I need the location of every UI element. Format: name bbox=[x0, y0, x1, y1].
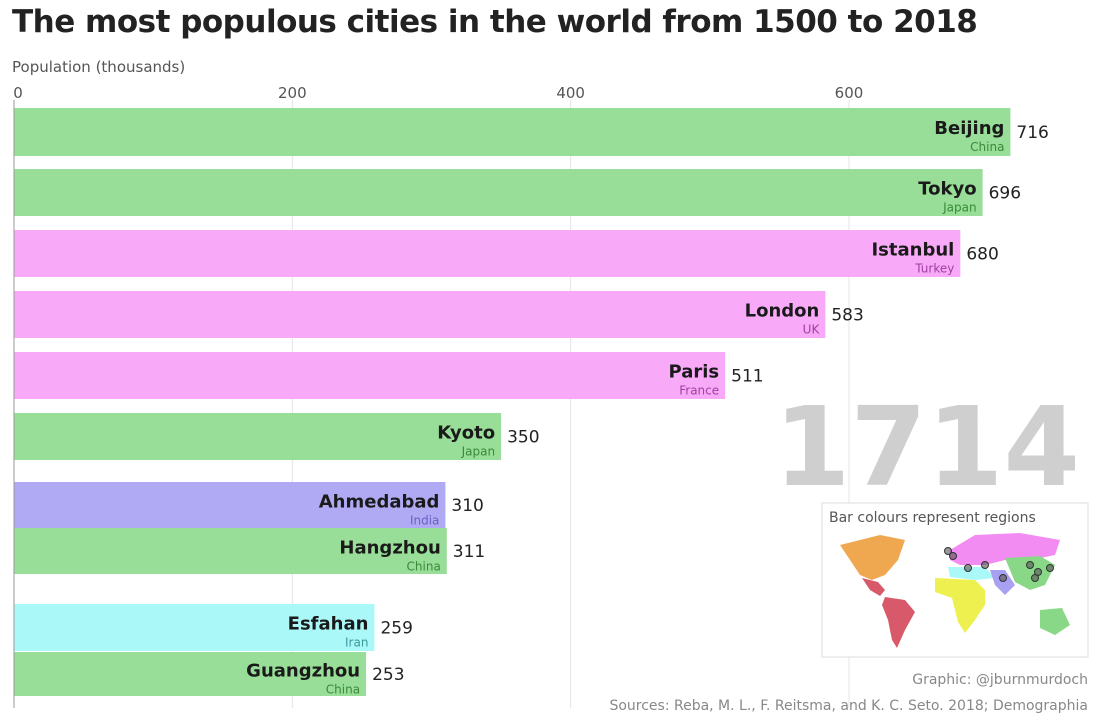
value-label: 311 bbox=[453, 542, 485, 562]
bar bbox=[14, 230, 961, 277]
legend-title: Bar colours represent regions bbox=[829, 510, 1036, 526]
x-tick-labels: 0 200 400 600 bbox=[13, 84, 863, 102]
value-label: 680 bbox=[966, 245, 998, 265]
value-label: 259 bbox=[380, 619, 412, 639]
value-label: 716 bbox=[1016, 123, 1048, 143]
city-marker bbox=[1031, 574, 1039, 582]
bar bbox=[14, 528, 447, 574]
city-marker bbox=[944, 547, 952, 555]
map-region-south-asia bbox=[990, 570, 1015, 595]
bar bbox=[14, 352, 726, 399]
map-region-latin-america bbox=[862, 578, 885, 596]
country-label: Japan bbox=[461, 445, 495, 459]
bar bbox=[14, 291, 826, 338]
sources-note: Sources: Reba, M. L., F. Reitsma, and K.… bbox=[609, 698, 1088, 714]
city-label: London bbox=[745, 301, 820, 322]
city-label: Hangzhou bbox=[339, 537, 440, 558]
x-tick-label: 400 bbox=[556, 84, 585, 102]
city-label: Esfahan bbox=[288, 614, 369, 635]
bar bbox=[14, 108, 1011, 156]
value-label: 310 bbox=[451, 496, 483, 516]
bar bbox=[14, 413, 502, 460]
map-region-north-america bbox=[840, 535, 905, 580]
city-marker bbox=[1046, 564, 1054, 572]
city-label: Tokyo bbox=[918, 179, 976, 200]
city-marker bbox=[999, 574, 1007, 582]
map-region-africa bbox=[935, 578, 985, 633]
chart-title: The most populous cities in the world fr… bbox=[12, 4, 978, 40]
country-label: Iran bbox=[345, 636, 368, 650]
country-label: India bbox=[410, 513, 439, 527]
city-label: Kyoto bbox=[437, 423, 495, 444]
city-label: Beijing bbox=[934, 118, 1004, 139]
bar bbox=[14, 169, 983, 216]
city-marker bbox=[949, 552, 957, 560]
year-label: 1714 bbox=[774, 383, 1080, 511]
map-region-east-asia bbox=[1005, 556, 1055, 590]
city-label: Istanbul bbox=[871, 240, 954, 261]
value-label: 253 bbox=[372, 665, 404, 685]
city-marker bbox=[1026, 561, 1034, 569]
country-label: France bbox=[679, 384, 719, 398]
value-label: 350 bbox=[507, 428, 539, 448]
country-label: China bbox=[326, 682, 360, 696]
map-region-latin-america bbox=[882, 597, 915, 648]
city-label: Paris bbox=[669, 362, 720, 383]
city-marker bbox=[964, 564, 972, 572]
bar bbox=[14, 482, 446, 528]
world-map bbox=[840, 533, 1070, 648]
value-label: 696 bbox=[989, 184, 1021, 204]
country-label: China bbox=[970, 140, 1004, 154]
region-legend: Bar colours represent regions bbox=[821, 502, 1089, 658]
city-marker bbox=[981, 561, 989, 569]
city-label: Guangzhou bbox=[246, 660, 360, 681]
country-label: Turkey bbox=[914, 262, 954, 276]
value-label: 583 bbox=[831, 306, 863, 326]
city-label: Ahmedabad bbox=[319, 491, 440, 512]
bars: BeijingChina716TokyoJapan696IstanbulTurk… bbox=[14, 108, 1049, 696]
bar bbox=[14, 604, 375, 651]
x-axis-label: Population (thousands) bbox=[12, 58, 185, 76]
bar bbox=[14, 652, 367, 696]
map-region-east-asia bbox=[1040, 608, 1070, 635]
x-tick-label: 200 bbox=[278, 84, 307, 102]
country-label: UK bbox=[803, 323, 821, 337]
value-label: 511 bbox=[731, 367, 763, 387]
x-tick-label: 600 bbox=[835, 84, 864, 102]
country-label: Japan bbox=[942, 201, 976, 215]
x-tick-label: 0 bbox=[13, 84, 23, 102]
graphic-credit: Graphic: @jburnmurdoch bbox=[912, 672, 1088, 688]
country-label: China bbox=[407, 559, 441, 573]
map-region-middle-east bbox=[948, 567, 995, 580]
